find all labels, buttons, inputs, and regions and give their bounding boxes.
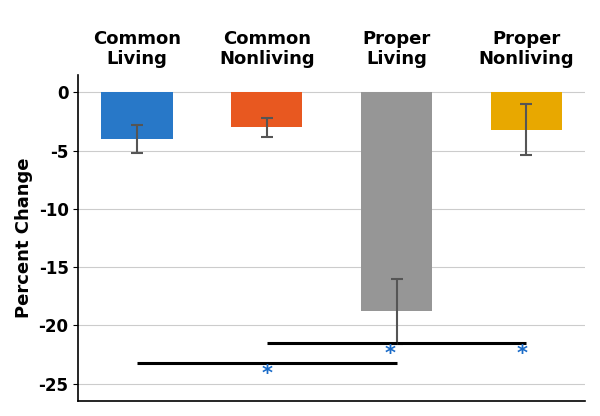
Text: *: * xyxy=(385,344,395,364)
Bar xyxy=(231,92,302,127)
Y-axis label: Percent Change: Percent Change xyxy=(15,158,33,318)
Bar xyxy=(361,92,432,311)
Text: Proper
Living: Proper Living xyxy=(362,30,431,68)
Text: Proper
Nonliving: Proper Nonliving xyxy=(478,30,574,68)
Bar xyxy=(491,92,562,130)
Text: Common
Living: Common Living xyxy=(93,30,181,68)
Text: Common
Nonliving: Common Nonliving xyxy=(219,30,314,68)
Text: *: * xyxy=(517,344,528,364)
Text: *: * xyxy=(261,364,272,384)
Bar xyxy=(101,92,173,139)
